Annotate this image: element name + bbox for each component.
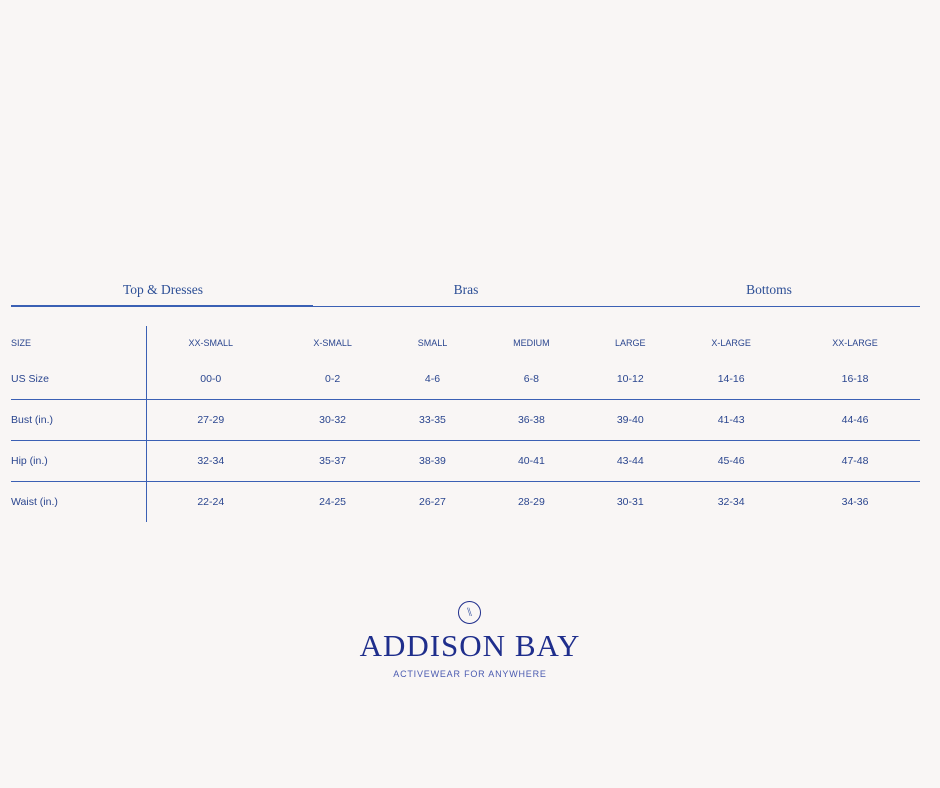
table-cell: 32-34 [717,496,745,508]
table-cell: 30-32 [274,399,391,441]
header-cell: X-LARGE [711,337,751,348]
table-cell: 41-43 [672,399,791,441]
row-label: Waist (in.) [11,481,147,522]
tab-divider [11,306,920,307]
table-cell: 24-25 [319,496,347,508]
table-cell: 35-37 [274,440,391,482]
header-cell: MEDIUM [513,337,550,348]
table-cell: 36-38 [474,399,589,441]
table-row: Hip (in.) 32-34 35-37 38-39 40-41 43-44 45-46 4… [11,440,920,482]
table-cell: 0-2 [274,359,391,400]
table-cell: 6-8 [474,359,589,400]
table-cell: 14-16 [672,359,791,400]
brand-tagline: ACTIVEWEAR FOR ANYWHERE [393,669,547,679]
table-cell: 40-41 [474,440,589,482]
table-cell: 27-29 [146,399,275,441]
row-label: Bust (in.) [11,399,147,441]
table-row: US Size 00-0 0-2 4-6 6-8 10-12 14-16 16-18 [11,359,920,400]
header-cell: LARGE [615,337,646,348]
table-header-row: SIZE XX-SMALL X-SMALL SMALL MEDIUM LARGE… [11,326,920,359]
table-cell: 10-12 [588,359,673,400]
table-cell: 38-39 [390,440,475,482]
table-cell: 47-48 [790,440,920,482]
table-cell: 26-27 [419,496,446,508]
table-cell: 4-6 [390,359,475,400]
table-cell: 16-18 [790,359,920,400]
header-cell: XX-SMALL [188,337,234,348]
table-cell: 22-24 [197,496,225,508]
tab-bottoms[interactable]: Bottoms [746,282,792,297]
table-row: Waist (in.) 22-24 24-25 26-27 28-29 30-31 32-3… [11,481,920,522]
table-cell: 28-29 [517,496,545,508]
header-cell: X-SMALL [313,337,352,348]
table-cell: 43-44 [588,440,673,482]
row-label: US Size [11,359,147,400]
header-cell: SMALL [417,337,448,348]
table-row: Bust (in.) 27-29 30-32 33-35 36-38 39-40 41-43… [11,399,920,441]
table-cell: 00-0 [146,359,275,400]
brand-logo: ADDISON BAY [359,628,581,663]
table-cell: 33-35 [390,399,475,441]
active-tab-indicator [11,305,313,307]
table-cell: 34-36 [841,496,869,508]
header-cell: XX-LARGE [832,337,878,348]
table-cell: 39-40 [588,399,673,441]
table-cell: 30-31 [616,496,644,508]
header-size: SIZE [11,326,147,359]
table-cell: 32-34 [146,440,275,482]
table-cell: 44-46 [790,399,920,441]
tab-bras[interactable]: Bras [453,282,479,297]
row-label: Hip (in.) [11,440,147,482]
tab-top-dresses[interactable]: Top & Dresses [122,282,204,297]
size-chart-table: SIZE XX-SMALL X-SMALL SMALL MEDIUM LARGE… [11,326,920,522]
logo-mark-icon: ⑊ [458,601,481,624]
table-cell: 45-46 [672,440,791,482]
